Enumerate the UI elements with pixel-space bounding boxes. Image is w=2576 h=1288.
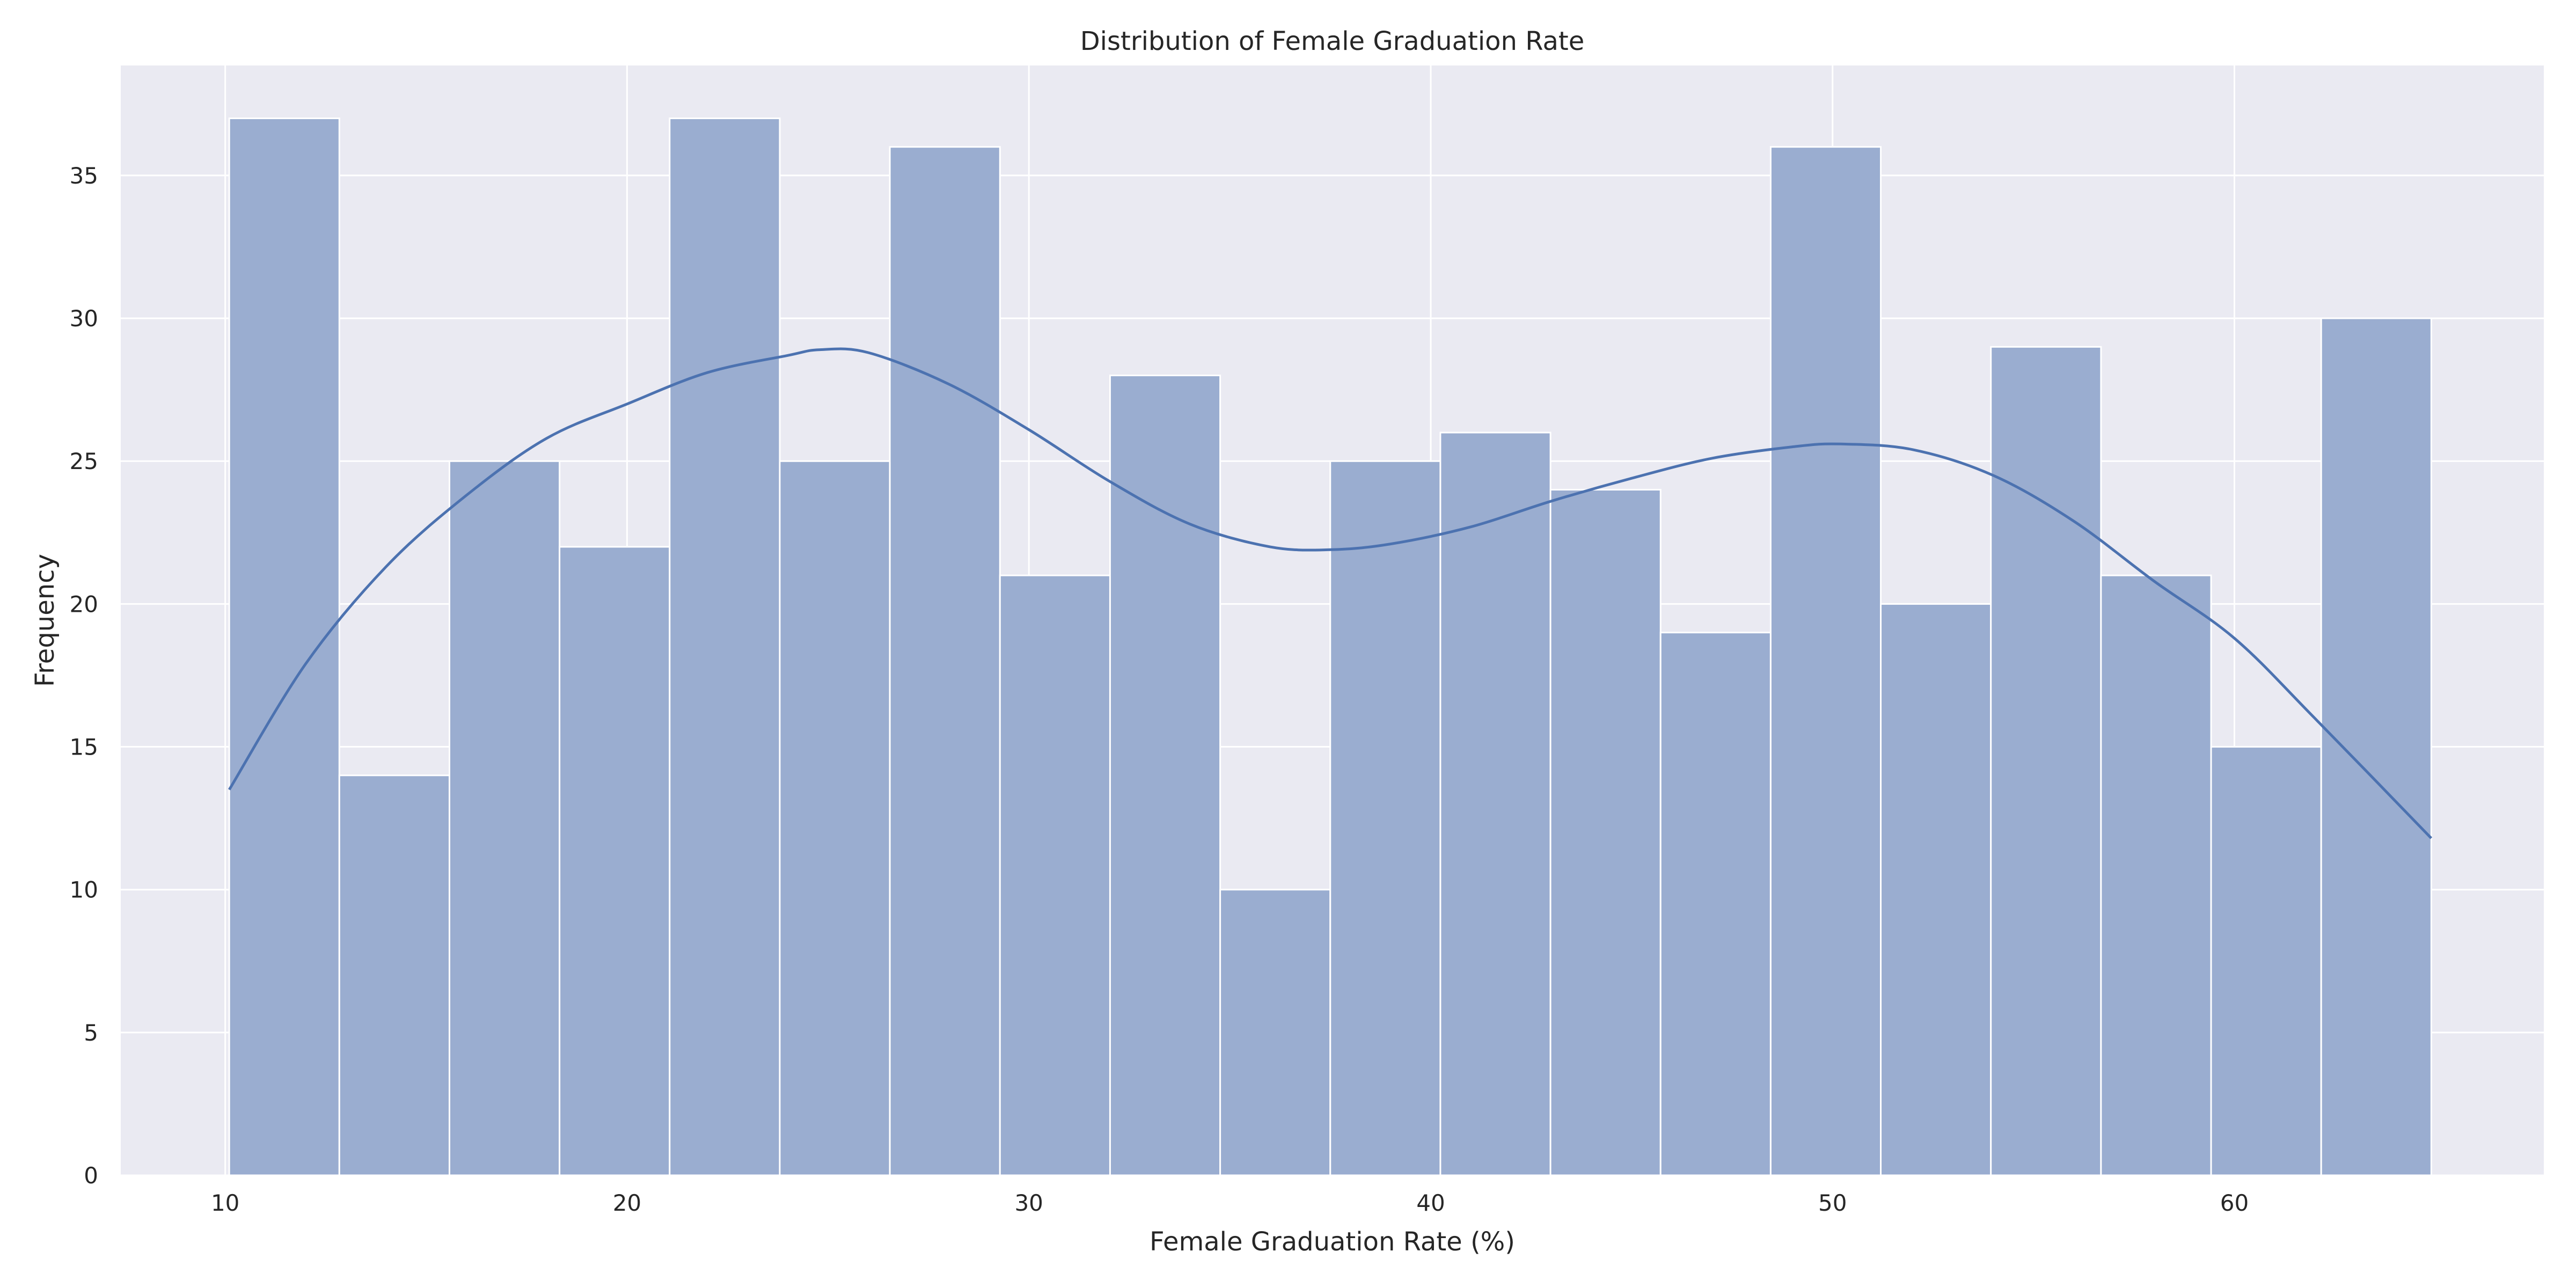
x-tick-label: 50 bbox=[1818, 1190, 1847, 1216]
y-tick-label: 35 bbox=[70, 163, 98, 189]
histogram-bar bbox=[1659, 632, 1772, 1176]
x-tick-label: 20 bbox=[613, 1190, 641, 1216]
histogram-bar bbox=[1439, 431, 1552, 1176]
y-tick-label: 30 bbox=[70, 305, 98, 332]
x-tick-label: 30 bbox=[1014, 1190, 1043, 1216]
y-tick-label: 20 bbox=[70, 591, 98, 617]
histogram-bar bbox=[2210, 746, 2322, 1176]
chart-title: Distribution of Female Graduation Rate bbox=[1080, 26, 1585, 56]
x-tick-labels: 10 20 30 40 50 60 bbox=[211, 1190, 2249, 1216]
y-tick-label: 15 bbox=[70, 734, 98, 760]
histogram-bar bbox=[889, 146, 1001, 1176]
y-tick-label: 0 bbox=[84, 1162, 98, 1189]
histogram-bar bbox=[999, 574, 1111, 1176]
y-tick-label: 25 bbox=[70, 448, 98, 474]
histogram-bar bbox=[1990, 346, 2102, 1176]
histogram-bar bbox=[2100, 574, 2212, 1176]
x-tick-label: 10 bbox=[211, 1190, 239, 1216]
kde-curve bbox=[228, 347, 2433, 839]
histogram-bar bbox=[1109, 375, 1221, 1176]
x-tick-label: 40 bbox=[1416, 1190, 1445, 1216]
histogram-bar bbox=[1549, 488, 1662, 1176]
y-tick-labels: 0 5 10 15 20 25 30 35 bbox=[70, 163, 98, 1189]
histogram-bar bbox=[1219, 889, 1331, 1176]
x-axis-label: Female Graduation Rate (%) bbox=[1150, 1227, 1515, 1257]
histogram-bar bbox=[228, 117, 340, 1176]
y-tick-label: 5 bbox=[84, 1020, 98, 1046]
histogram-bar bbox=[2320, 317, 2432, 1176]
histogram-bar bbox=[779, 460, 891, 1176]
y-tick-label: 10 bbox=[70, 877, 98, 903]
histogram-bar bbox=[338, 774, 450, 1176]
histogram-bar bbox=[1880, 603, 1992, 1176]
y-axis-label: Frequency bbox=[30, 554, 60, 687]
x-tick-label: 60 bbox=[2220, 1190, 2249, 1216]
histogram-bars bbox=[228, 117, 2432, 1176]
histogram-bar bbox=[559, 546, 671, 1176]
histogram-bar bbox=[669, 117, 781, 1176]
histogram-bar bbox=[1769, 146, 1882, 1176]
histogram-bar bbox=[1329, 460, 1441, 1176]
histogram-bar bbox=[448, 460, 561, 1176]
